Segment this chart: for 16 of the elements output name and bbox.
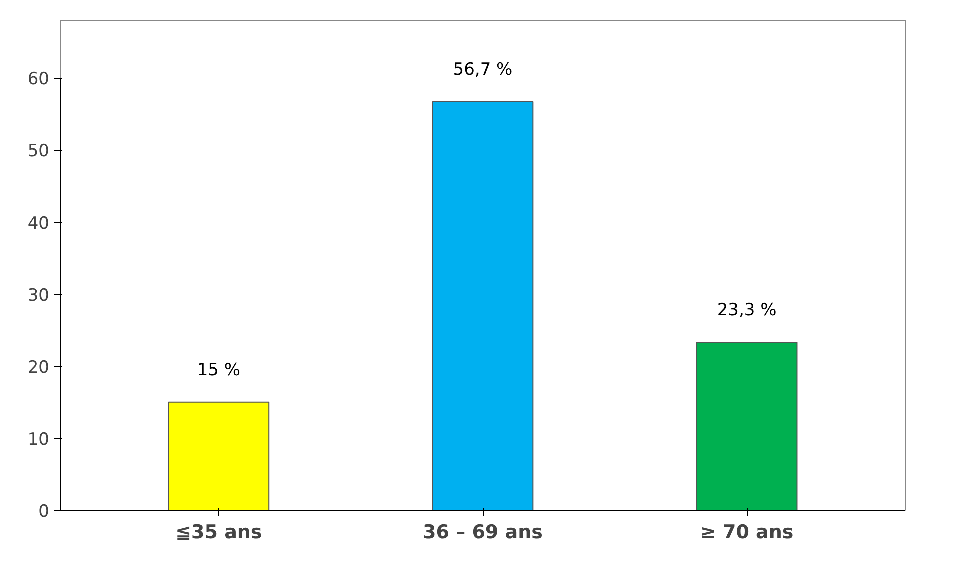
- data-label: 15 %: [197, 360, 241, 380]
- y-tick-label: 20: [28, 358, 50, 378]
- y-tick-label: 60: [28, 70, 50, 90]
- data-label: 56,7 %: [453, 60, 513, 80]
- bar: [432, 101, 534, 510]
- y-tick-label: 30: [28, 286, 50, 306]
- bar: [696, 342, 798, 510]
- x-tick-label: 36 – 69 ans: [423, 522, 543, 544]
- y-tick-label: 50: [28, 142, 50, 162]
- x-tick-label: ≦35 ans: [176, 522, 262, 544]
- data-label: 23,3 %: [717, 300, 777, 321]
- bar: [168, 402, 270, 510]
- x-tick-label: ≥ 70 ans: [700, 522, 794, 544]
- y-tick-label: 0: [38, 502, 50, 522]
- y-tick-label: 10: [28, 430, 50, 450]
- y-tick-label: 40: [28, 214, 50, 234]
